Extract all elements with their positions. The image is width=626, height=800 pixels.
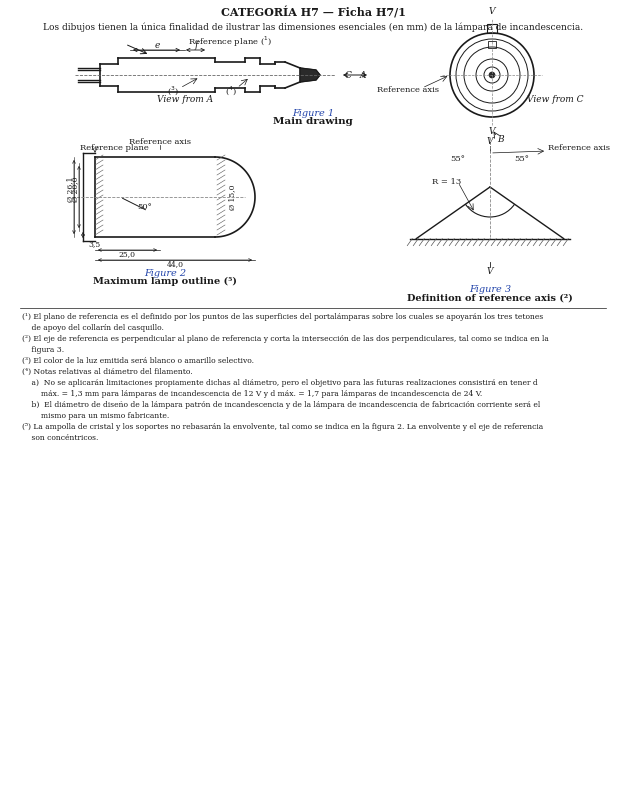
Text: Figure 2: Figure 2: [144, 269, 186, 278]
Text: Los dibujos tienen la única finalidad de ilustrar las dimensiones esenciales (en: Los dibujos tienen la única finalidad de…: [43, 22, 583, 32]
Text: Ø 15,0: Ø 15,0: [228, 184, 236, 210]
Text: (¹) El plano de referencia es el definido por los puntos de las superficies del : (¹) El plano de referencia es el definid…: [22, 313, 543, 321]
Bar: [488, 41, 496, 48]
Polygon shape: [300, 68, 320, 82]
Text: View from A: View from A: [157, 95, 213, 105]
Text: son concéntricos.: son concéntricos.: [22, 434, 98, 442]
Text: R = 13: R = 13: [432, 178, 461, 186]
Text: Reference axis: Reference axis: [548, 144, 610, 152]
Text: mismo para un mismo fabricante.: mismo para un mismo fabricante.: [22, 412, 169, 420]
Text: Maximum lamp outline (⁵): Maximum lamp outline (⁵): [93, 277, 237, 286]
Text: Reference plane: Reference plane: [80, 144, 149, 152]
Text: Reference axis: Reference axis: [377, 86, 439, 94]
Text: Ø 20,0: Ø 20,0: [71, 176, 79, 202]
Text: (⁴) Notas relativas al diámetro del filamento.: (⁴) Notas relativas al diámetro del fila…: [22, 368, 193, 376]
Text: 50°: 50°: [138, 203, 152, 211]
Text: View from C: View from C: [526, 95, 583, 105]
Text: Ø 26,1: Ø 26,1: [66, 176, 74, 202]
Text: Main drawing: Main drawing: [273, 118, 353, 126]
Text: (⁵) La ampolla de cristal y los soportes no rebasarán la envolvente, tal como se: (⁵) La ampolla de cristal y los soportes…: [22, 423, 543, 431]
Text: Definition of reference axis (²): Definition of reference axis (²): [407, 294, 573, 302]
Text: V: V: [489, 127, 495, 137]
Text: de apoyo del collarín del casquillo.: de apoyo del collarín del casquillo.: [22, 324, 164, 332]
Text: Reference plane ($^1$): Reference plane ($^1$): [188, 34, 272, 50]
Text: B: B: [496, 134, 503, 143]
Text: V: V: [489, 7, 495, 17]
Bar: [487, 24, 497, 33]
Text: 55°: 55°: [451, 155, 466, 163]
Text: b)  El diámetro de diseño de la lámpara patrón de incandescencia y de la lámpara: b) El diámetro de diseño de la lámpara p…: [22, 401, 540, 409]
Text: 25,0: 25,0: [118, 250, 135, 258]
Text: máx. = 1,3 mm para lámparas de incandescencia de 12 V y d máx. = 1,7 para lámpar: máx. = 1,3 mm para lámparas de incandesc…: [22, 390, 482, 398]
Text: e: e: [155, 42, 160, 50]
Text: A: A: [360, 70, 366, 79]
Text: (²) El eje de referencia es perpendicular al plano de referencia y corta la inte: (²) El eje de referencia es perpendicula…: [22, 335, 549, 343]
Text: (³) El color de la luz emitida será blanco o amarillo selectivo.: (³) El color de la luz emitida será blan…: [22, 357, 254, 365]
Text: V: V: [487, 138, 493, 146]
Text: f: f: [194, 42, 198, 50]
Text: figura 3.: figura 3.: [22, 346, 64, 354]
Text: Figure 1: Figure 1: [292, 110, 334, 118]
Text: 55°: 55°: [515, 155, 530, 163]
Text: 44,0: 44,0: [167, 260, 183, 268]
Text: a)  No se aplicarán limitaciones propiamente dichas al diámetro, pero el objetiv: a) No se aplicarán limitaciones propiame…: [22, 379, 538, 387]
Text: CATEGORÍA H7 — Ficha H7/1: CATEGORÍA H7 — Ficha H7/1: [220, 7, 406, 19]
Text: ($^3$): ($^3$): [167, 85, 179, 98]
Circle shape: [489, 72, 495, 78]
Text: C: C: [344, 70, 351, 79]
Text: 3,5: 3,5: [88, 240, 100, 248]
Text: V: V: [487, 266, 493, 275]
Text: Reference axis: Reference axis: [129, 138, 191, 146]
Text: ($^4$): ($^4$): [225, 85, 237, 98]
Text: Figure 3: Figure 3: [469, 286, 511, 294]
